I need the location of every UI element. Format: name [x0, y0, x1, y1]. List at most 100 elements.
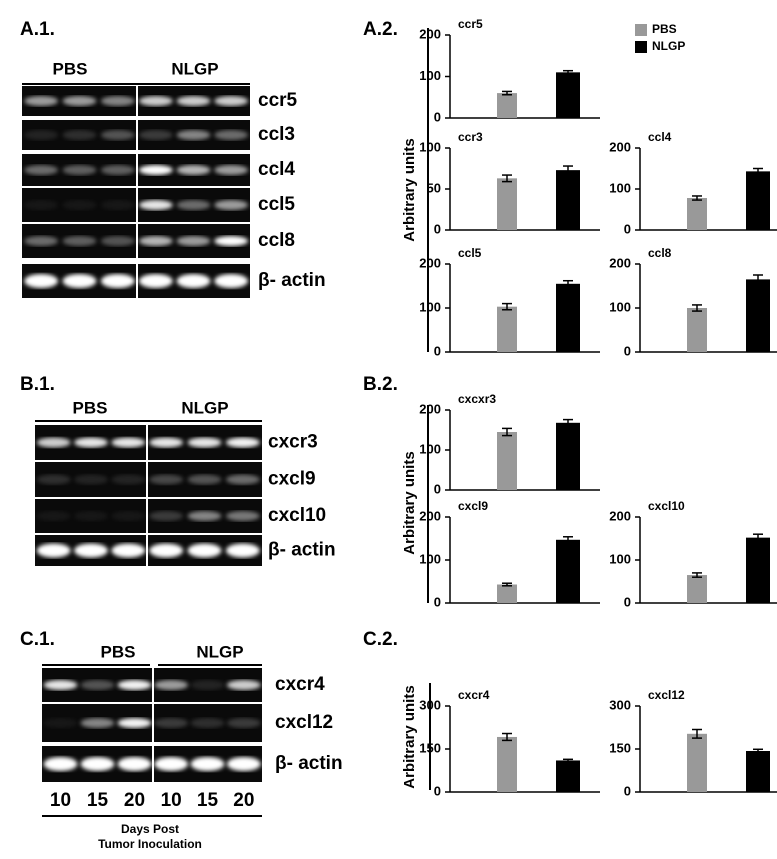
gel-band	[187, 543, 222, 558]
gel-band	[214, 236, 249, 246]
y-tick-label: 300	[419, 697, 441, 712]
gel-band-label: ccl5	[258, 194, 295, 215]
gel-band	[111, 511, 146, 521]
gel-band	[74, 474, 108, 485]
gel-band	[24, 165, 59, 175]
gel-band	[74, 543, 108, 558]
gel-band	[43, 718, 78, 728]
chart-title: ccl5	[458, 246, 482, 260]
gel-band	[43, 680, 78, 690]
error-bar	[502, 302, 512, 311]
gel-band-label: β- actin	[268, 540, 336, 561]
gel-band	[100, 130, 135, 140]
error-bar	[502, 427, 512, 437]
y-tick-label: 0	[434, 109, 441, 124]
bar	[556, 283, 580, 352]
y-tick-label: 0	[624, 783, 631, 798]
y-tick-label: 200	[419, 26, 441, 41]
error-bar	[692, 195, 702, 201]
gel-band	[214, 165, 249, 175]
error-bar	[563, 165, 573, 175]
y-tick-label: 200	[419, 508, 441, 523]
error-bar	[563, 279, 573, 288]
gel-band	[176, 130, 211, 140]
bar	[687, 308, 707, 352]
bar	[497, 93, 517, 118]
gel-band	[138, 130, 173, 140]
gel-lane-row	[35, 535, 262, 566]
gel-band	[80, 757, 115, 771]
gel-band	[190, 718, 225, 728]
gel-group-label: NLGP	[181, 398, 228, 417]
gel-band	[149, 437, 184, 448]
y-tick-label: 0	[624, 221, 631, 236]
gel-band	[100, 200, 135, 210]
bar	[687, 198, 707, 230]
y-tick-label: 50	[427, 180, 441, 195]
gel-group-label: NLGP	[171, 59, 218, 78]
lane-label: 15	[87, 790, 109, 811]
gel-band	[62, 200, 97, 210]
gel-band	[176, 165, 211, 175]
gel-band	[36, 474, 71, 485]
bar	[556, 760, 580, 792]
bar	[556, 72, 580, 118]
error-bar	[563, 418, 573, 427]
y-tick-label: 100	[419, 139, 441, 154]
y-tick-label: 200	[609, 255, 631, 270]
gel-band	[117, 718, 152, 728]
error-bar	[753, 274, 763, 285]
gel-band	[149, 543, 184, 558]
gel-lane-row	[35, 499, 262, 533]
gel-band-label: cxcl9	[268, 469, 316, 490]
bar	[746, 751, 770, 792]
y-axis-label: Arbitrary units	[401, 138, 418, 241]
gel-band	[24, 130, 59, 140]
gel-band	[226, 680, 261, 690]
gel-band	[62, 165, 97, 175]
legend-swatch	[635, 41, 647, 53]
gel-band-label: cxcl12	[275, 712, 333, 733]
y-tick-label: 150	[609, 740, 631, 755]
y-tick-label: 0	[624, 343, 631, 358]
bar	[497, 178, 517, 230]
bar	[687, 575, 707, 603]
legend-label: PBS	[652, 22, 677, 36]
gel-band	[138, 200, 173, 210]
chart-title: cxcl9	[458, 499, 488, 513]
error-bar	[502, 90, 512, 96]
gel-band	[100, 165, 135, 175]
error-bar	[502, 174, 512, 183]
y-tick-label: 150	[419, 740, 441, 755]
gel-group-label: PBS	[73, 398, 108, 417]
error-bar	[563, 758, 573, 763]
gel-band-label: β- actin	[258, 270, 326, 291]
gel-band	[187, 511, 222, 521]
gel-band	[176, 200, 211, 210]
gel-band	[190, 680, 225, 690]
y-tick-label: 0	[434, 343, 441, 358]
gel-band	[138, 274, 173, 288]
gel-band-label: cxcr3	[268, 432, 318, 453]
error-bar	[753, 167, 763, 175]
gel-band	[176, 274, 211, 288]
bar	[497, 432, 517, 490]
lane-label: 20	[124, 790, 145, 811]
bar	[556, 170, 580, 230]
error-bar	[753, 748, 763, 754]
gel-band	[226, 757, 261, 771]
gel-band	[225, 474, 260, 485]
gel-band	[111, 437, 146, 448]
gel-lane-row	[35, 425, 262, 460]
error-bar	[692, 304, 702, 312]
gel-band	[154, 718, 189, 728]
bar	[556, 539, 580, 603]
gel-band	[24, 200, 59, 210]
bar	[497, 306, 517, 352]
gel-band	[138, 96, 173, 106]
y-axis-label: Arbitrary units	[401, 451, 418, 554]
gel-band	[80, 680, 115, 690]
gel-band-label: ccl3	[258, 124, 295, 145]
chart-title: cxcl12	[648, 688, 685, 702]
y-tick-label: 100	[609, 180, 631, 195]
